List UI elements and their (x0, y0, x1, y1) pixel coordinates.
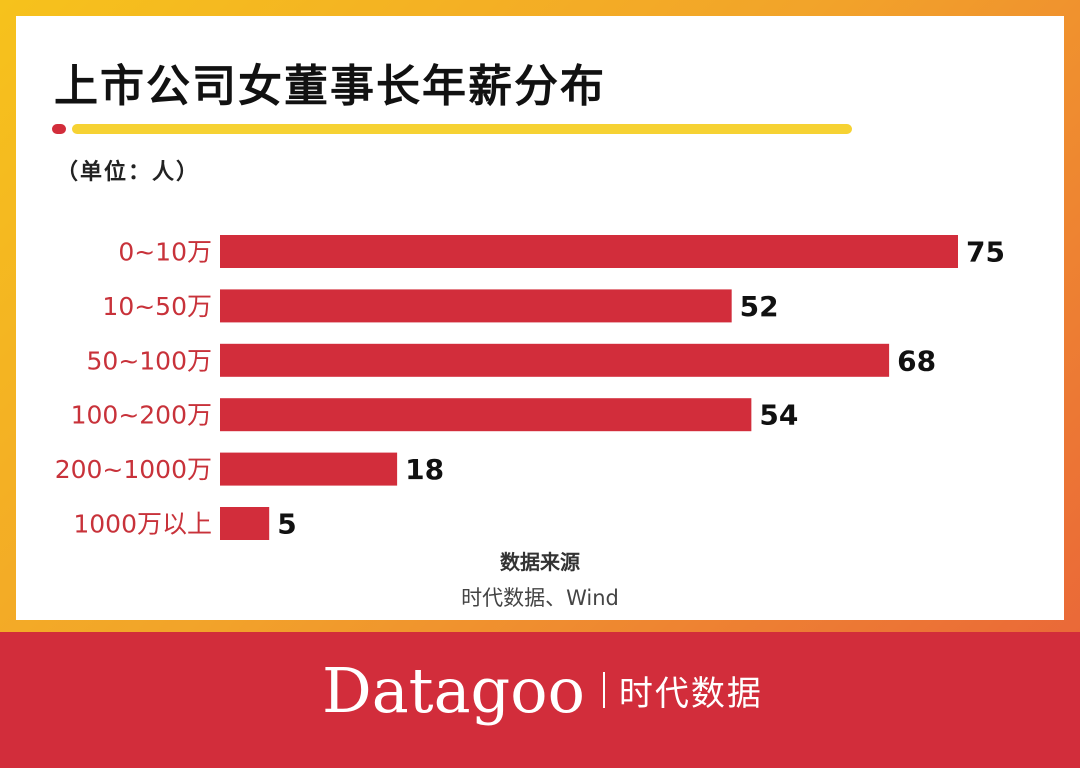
value-label-1: 52 (740, 290, 779, 323)
source-title: 数据来源 (500, 550, 580, 574)
footer-band (0, 632, 1080, 768)
category-label-4: 200~1000万 (55, 455, 212, 484)
bar-4 (220, 452, 398, 486)
source-text: 时代数据、Wind (461, 586, 619, 610)
value-label-5: 5 (277, 508, 296, 541)
bar-1 (220, 289, 732, 323)
underline-red-dot (52, 124, 66, 134)
category-label-1: 10~50万 (102, 292, 212, 321)
brand-logo: Datagoo 时代数据 (322, 650, 763, 730)
underline-yellow-bar (72, 124, 852, 134)
category-label-0: 0~10万 (118, 238, 212, 267)
value-label-4: 18 (405, 453, 444, 486)
bar-5 (220, 507, 270, 540)
unit-label: （单位：人） (56, 160, 201, 185)
category-label-5: 1000万以上 (73, 510, 212, 539)
value-label-2: 68 (897, 344, 936, 377)
category-label-3: 100~200万 (71, 401, 212, 430)
brand-cn: 时代数据 (618, 673, 763, 714)
bar-chart: 0~10万 75 10~50万 52 50~100万 68 100~200万 54 200~10… (55, 235, 1005, 541)
bar-2 (220, 343, 890, 377)
brand-name: Datagoo (322, 653, 585, 727)
value-label-0: 75 (966, 236, 1005, 269)
brand-separator (602, 672, 605, 708)
title-underline (52, 124, 852, 134)
bar-3 (220, 398, 752, 432)
bar-0 (220, 235, 958, 268)
page-title: 上市公司女董事长年薪分布 (54, 61, 606, 112)
category-label-2: 50~100万 (87, 346, 212, 375)
value-label-3: 54 (759, 399, 798, 432)
